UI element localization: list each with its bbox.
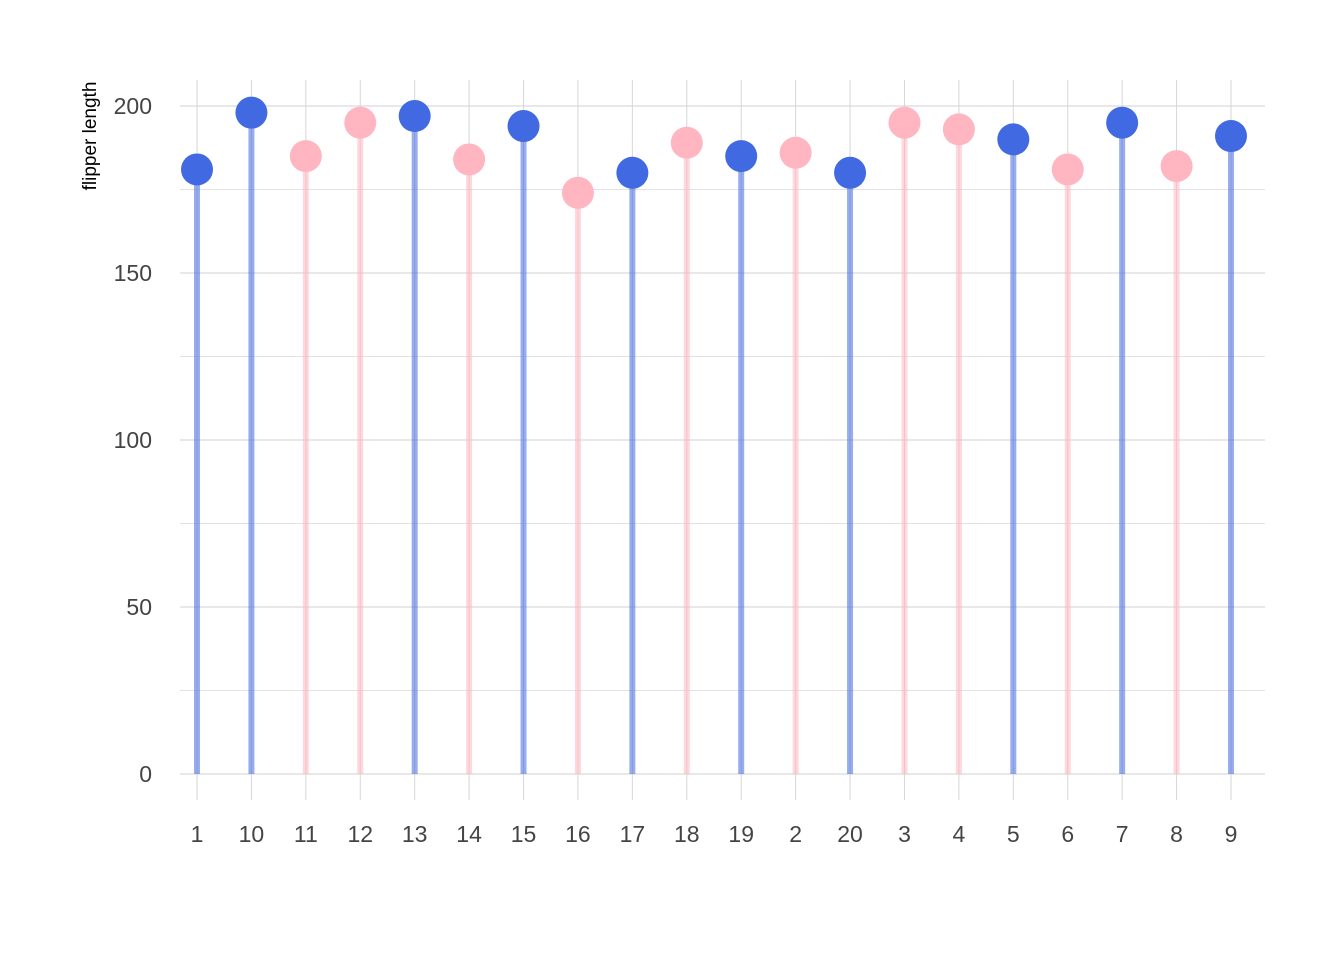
lollipop-point bbox=[398, 100, 431, 133]
x-tick-label: 16 bbox=[565, 821, 591, 847]
x-tick-label: 18 bbox=[674, 821, 700, 847]
x-tick-label: 5 bbox=[1007, 821, 1020, 847]
y-axis: 0 50 100 150 200 bbox=[114, 93, 152, 787]
lollipop-point bbox=[1106, 106, 1139, 139]
y-tick-label: 150 bbox=[114, 260, 152, 286]
x-tick-label: 15 bbox=[511, 821, 537, 847]
x-tick-label: 6 bbox=[1061, 821, 1074, 847]
lollipop-point bbox=[1215, 120, 1247, 153]
lollipop-point bbox=[289, 140, 322, 173]
x-tick-label: 13 bbox=[402, 821, 428, 847]
lollipop-point bbox=[1051, 153, 1084, 186]
lollipop-point bbox=[181, 153, 213, 186]
lollipop-point bbox=[942, 113, 975, 146]
lollipop-point bbox=[235, 96, 268, 129]
lollipop-point bbox=[507, 110, 540, 143]
x-tick-label: 3 bbox=[898, 821, 911, 847]
x-tick-label: 19 bbox=[728, 821, 754, 847]
x-tick-label: 9 bbox=[1225, 821, 1238, 847]
lollipop-point bbox=[670, 126, 703, 159]
x-tick-label: 14 bbox=[456, 821, 482, 847]
lollipop-point bbox=[453, 143, 486, 176]
y-tick-label: 200 bbox=[114, 93, 152, 119]
x-tick-label: 8 bbox=[1170, 821, 1183, 847]
lollipops bbox=[181, 96, 1247, 774]
x-tick-label: 10 bbox=[239, 821, 265, 847]
lollipop-point bbox=[997, 123, 1030, 156]
lollipop-point bbox=[561, 176, 594, 209]
lollipop-point bbox=[779, 136, 812, 169]
y-tick-label: 100 bbox=[114, 427, 152, 453]
x-tick-label: 20 bbox=[837, 821, 863, 847]
lollipop-point bbox=[725, 140, 758, 173]
lollipop-point bbox=[834, 156, 867, 189]
lollipop-point bbox=[888, 106, 921, 139]
lollipop-point bbox=[344, 106, 377, 139]
y-axis-label: flipper length bbox=[80, 82, 101, 191]
x-tick-label: 12 bbox=[347, 821, 373, 847]
y-tick-label: 0 bbox=[139, 761, 152, 787]
y-tick-label: 50 bbox=[126, 594, 152, 620]
x-tick-label: 7 bbox=[1116, 821, 1129, 847]
x-tick-label: 17 bbox=[620, 821, 646, 847]
x-tick-label: 11 bbox=[294, 821, 318, 847]
x-tick-label: 1 bbox=[191, 821, 204, 847]
x-axis: 1 10 11 12 13 14 15 16 17 18 19 2 20 3 4 5 6 7 8 9 bbox=[191, 821, 1238, 847]
grid bbox=[180, 80, 1265, 800]
lollipop-point bbox=[616, 156, 649, 189]
x-tick-label: 2 bbox=[789, 821, 802, 847]
lollipop-point bbox=[1160, 150, 1193, 183]
x-tick-label: 4 bbox=[952, 821, 965, 847]
